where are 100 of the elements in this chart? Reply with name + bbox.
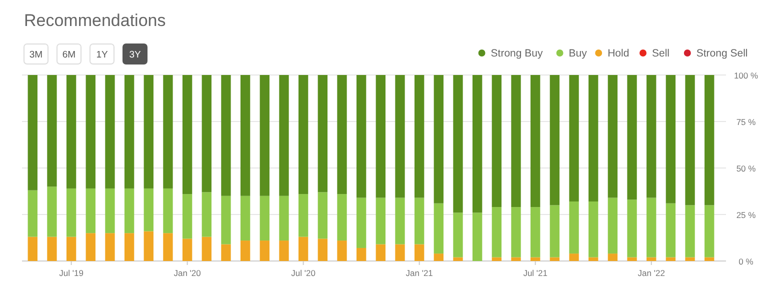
bar [627, 75, 637, 200]
y-tick-label: 75 % [736, 117, 756, 127]
chart-title: Recommendations [24, 11, 166, 30]
bar [240, 75, 250, 196]
text: 1Y [96, 50, 108, 60]
bar [163, 233, 173, 261]
y-tick-label: 50 % [736, 164, 756, 174]
bar [202, 236, 212, 261]
bar [704, 75, 714, 206]
bar [453, 75, 463, 213]
bar [47, 236, 57, 261]
legend-label: Strong Buy [490, 48, 544, 60]
y-tick-label: 25 % [736, 210, 756, 220]
bar [28, 190, 38, 237]
bar [414, 244, 424, 261]
bar [356, 248, 366, 261]
bar [588, 257, 598, 261]
bar [608, 75, 618, 198]
bar [376, 198, 386, 244]
bar [434, 75, 444, 204]
bar [221, 196, 231, 244]
bar [279, 75, 289, 196]
bar [105, 188, 115, 234]
bar [666, 75, 676, 204]
x-tick-label: Jul '21 [523, 268, 548, 278]
bar [511, 207, 521, 258]
bar [202, 75, 212, 192]
bar [414, 198, 424, 244]
bar [569, 254, 579, 261]
bar [550, 205, 560, 258]
bar [318, 192, 328, 239]
bar [298, 75, 308, 194]
bar [221, 75, 231, 196]
bar [298, 194, 308, 237]
bar [356, 198, 366, 248]
bar [144, 231, 154, 261]
bar [86, 75, 96, 188]
bar [704, 205, 714, 258]
bar [260, 196, 270, 241]
bar [105, 233, 115, 261]
bar [376, 75, 386, 198]
bar [550, 257, 560, 261]
bar [86, 188, 96, 234]
bar [337, 75, 347, 194]
bar [492, 75, 502, 208]
bar [202, 192, 212, 237]
text: 3Y [129, 50, 142, 60]
x-tick-label: Jan '22 [638, 268, 666, 278]
bar [511, 75, 521, 208]
bar [472, 75, 482, 213]
bar [105, 75, 115, 188]
bar [47, 75, 57, 187]
bar [66, 188, 76, 237]
bar [318, 75, 328, 192]
bar [47, 186, 57, 237]
bar [144, 188, 154, 232]
bar [511, 257, 521, 261]
legend-label: Buy [568, 48, 588, 60]
x-tick-label: Jan '20 [174, 268, 202, 278]
bar [376, 244, 386, 261]
bar [395, 75, 405, 198]
bar [453, 212, 463, 258]
bar [279, 196, 289, 241]
bar [163, 188, 173, 234]
bar [260, 240, 270, 261]
bar [86, 233, 96, 261]
bar [588, 75, 598, 202]
bar [337, 240, 347, 261]
bar [627, 257, 637, 261]
bar [395, 244, 405, 261]
legend-label: Strong Sell [696, 48, 748, 60]
bar [182, 238, 192, 261]
bar [550, 75, 560, 206]
bar [124, 75, 134, 188]
bar [434, 254, 444, 261]
x-tick-label: Jul '19 [59, 268, 84, 278]
bar [66, 75, 76, 188]
bar [124, 188, 134, 234]
bar [28, 236, 38, 261]
bar [530, 207, 540, 258]
bar [414, 75, 424, 198]
bar [685, 205, 695, 258]
bar [569, 201, 579, 254]
bar [492, 207, 502, 258]
bar [666, 203, 676, 258]
bar [608, 254, 618, 261]
bar [530, 257, 540, 261]
bar [685, 75, 695, 206]
bar [588, 201, 598, 258]
x-tick-label: Jul '20 [291, 268, 316, 278]
bar [144, 75, 154, 188]
bar [530, 75, 540, 208]
bar [395, 198, 405, 244]
legend-label: Sell [652, 48, 670, 60]
bar [260, 75, 270, 196]
bar [646, 198, 656, 258]
bar [298, 236, 308, 261]
bar [434, 203, 444, 254]
bar [240, 196, 250, 241]
bar [318, 238, 328, 261]
